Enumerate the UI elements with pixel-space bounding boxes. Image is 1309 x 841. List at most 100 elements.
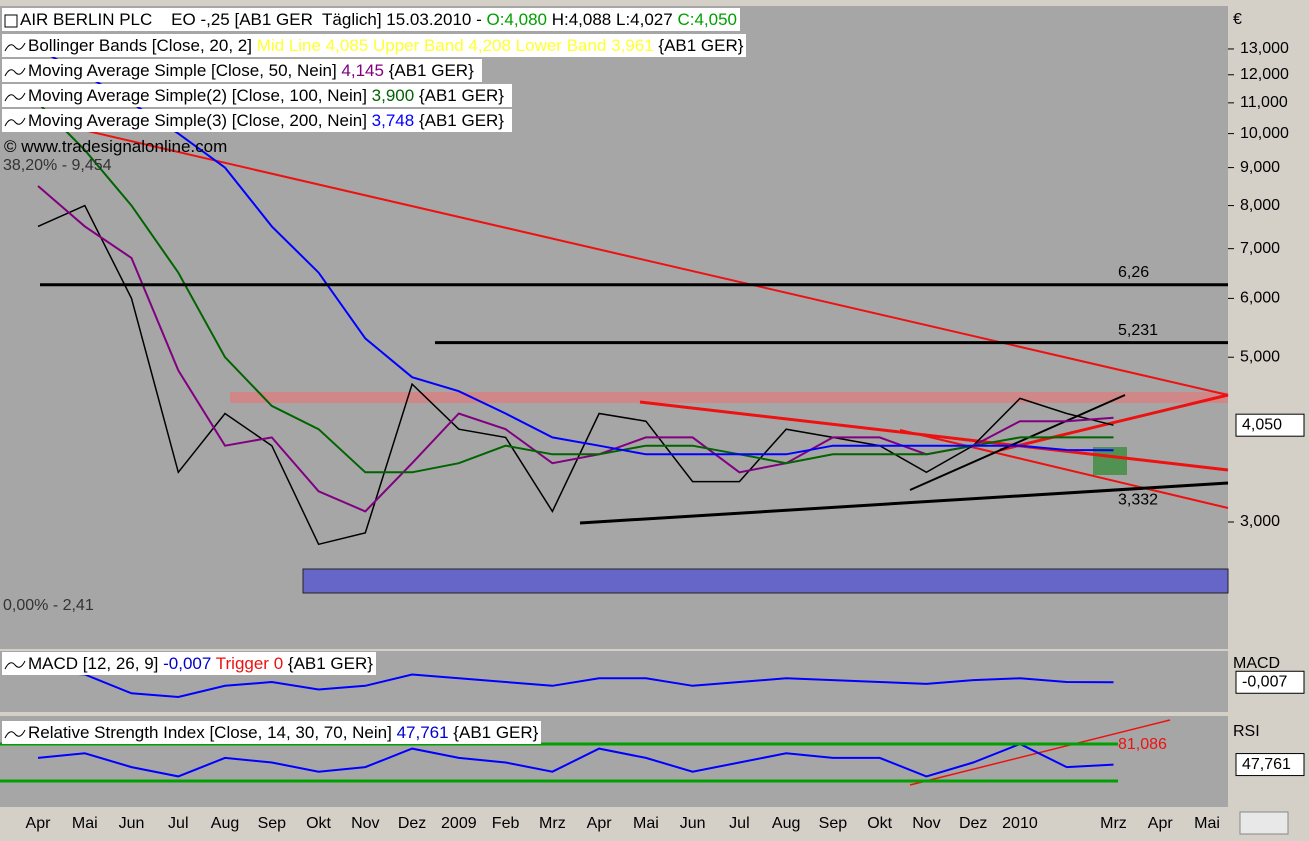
axis-title: MACD — [1233, 655, 1280, 672]
y-tick-label: 7,000 — [1240, 240, 1280, 257]
symbol: {AB1 GER} — [453, 723, 539, 742]
x-tick-label: Nov — [351, 815, 379, 832]
legend-value: 3,748 — [371, 111, 415, 130]
x-tick-label: Apr — [26, 815, 52, 832]
info: EO -,25 [AB1 GER Täglich] 15.03.2010 - — [171, 10, 482, 29]
target-box — [1093, 447, 1127, 475]
x-tick-label: Feb — [492, 815, 520, 832]
x-tick-label: Sep — [258, 815, 287, 832]
y-tick-label: 12,000 — [1240, 66, 1289, 83]
y-tick-label: 9,000 — [1240, 159, 1280, 176]
indicator-row: Bollinger Bands [Close, 20, 2] Mid Line … — [2, 34, 747, 57]
y-tick-label: 13,000 — [1240, 40, 1289, 57]
bollinger-label: Bollinger Bands [Close, 20, 2] — [28, 36, 252, 55]
x-tick-label: Dez — [959, 815, 987, 832]
x-tick-label: 2010 — [1002, 815, 1038, 832]
rsi-title: Relative Strength Index [Close, 14, 30, … — [28, 723, 392, 742]
symbol: {AB1 GER} — [418, 111, 504, 130]
last-value-label: 47,761 — [1242, 756, 1291, 773]
y-tick-label: 6,000 — [1240, 290, 1280, 307]
macd-trigger: Trigger 0 — [215, 654, 284, 673]
level-label: 6,26 — [1118, 264, 1149, 281]
x-tick-label: Mrz — [539, 815, 566, 832]
legend-entry: Moving Average Simple(3) [Close, 200, Ne… — [2, 109, 512, 132]
fib-label: 38,20% - 9,454 — [3, 157, 112, 174]
fib-label: 0,00% - 2,41 — [3, 597, 94, 614]
rsi-annotation: 81,086 — [1118, 736, 1167, 753]
x-tick-label: Mai — [1194, 815, 1220, 832]
macd-value: -0,007 — [163, 654, 212, 673]
y-tick-label: 5,000 — [1240, 348, 1280, 365]
x-tick-label: Okt — [867, 815, 892, 832]
x-tick-label: Okt — [306, 815, 331, 832]
x-tick-label: Apr — [587, 815, 613, 832]
support-line — [579, 481, 1229, 525]
open: O:4,080 — [486, 10, 547, 29]
rsi-row: Relative Strength Index [Close, 14, 30, … — [2, 721, 542, 744]
x-tick-label: Apr — [1148, 815, 1174, 832]
last-value-box — [1235, 753, 1305, 777]
resistance-zone — [230, 392, 1228, 403]
x-tick-label: Nov — [912, 815, 940, 832]
macd-row: MACD [12, 26, 9] -0,007 Trigger 0 {AB1 G… — [2, 652, 376, 675]
title-row: AIR BERLIN PLC EO -,25 [AB1 GER Täglich]… — [2, 8, 740, 31]
last-value-label: 4,050 — [1242, 416, 1282, 433]
channel-line — [909, 394, 1126, 491]
series-line — [37, 102, 1114, 474]
trend-line — [999, 393, 1229, 452]
level-label: 5,231 — [1118, 322, 1158, 339]
close: C:4,050 — [677, 10, 737, 29]
x-tick-label: Jul — [729, 815, 749, 832]
last-value-box — [1235, 670, 1305, 694]
x-tick-label: Mai — [633, 815, 659, 832]
x-tick-label: Mai — [72, 815, 98, 832]
x-tick-label: Sep — [819, 815, 848, 832]
instrument: AIR BERLIN PLC — [20, 10, 153, 29]
legend-value: 3,900 — [371, 86, 415, 105]
currency: € — [1233, 11, 1242, 28]
series-line — [37, 742, 1114, 778]
axis-title: RSI — [1233, 723, 1260, 740]
series-line — [37, 48, 1114, 456]
rsi-trend-line — [909, 719, 1171, 786]
macd-title: MACD [12, 26, 9] — [28, 654, 159, 673]
last-value-box — [1235, 413, 1305, 437]
x-tick-label: Aug — [772, 815, 800, 832]
symbol: {AB1 GER} — [418, 86, 504, 105]
x-tick-label: Jul — [168, 815, 188, 832]
legend-entry: Moving Average Simple(2) [Close, 100, Ne… — [2, 84, 512, 107]
y-tick-label: 11,000 — [1240, 94, 1288, 111]
legend-entry: Moving Average Simple [Close, 50, Nein] … — [2, 59, 482, 82]
trend-line — [639, 400, 1229, 472]
series-line — [37, 669, 1114, 699]
symbol: {AB1 GER} — [658, 36, 744, 55]
symbol: {AB1 GER} — [388, 61, 474, 80]
trend-line — [39, 119, 1229, 396]
symbol: {AB1 GER} — [287, 654, 373, 673]
legend-value: 4,145 — [341, 61, 384, 80]
x-tick-label: Jun — [680, 815, 706, 832]
x-tick-label: Dez — [398, 815, 426, 832]
bollinger-detail: Mid Line 4,085 Upper Band 4,208 Lower Ba… — [256, 36, 654, 55]
x-tick-label: Aug — [211, 815, 239, 832]
last-value-label: -0,007 — [1242, 673, 1287, 690]
support-zone — [302, 568, 1229, 594]
series-line — [37, 204, 1114, 546]
high-low: H:4,088 L:4,027 — [551, 10, 673, 29]
scroll-button[interactable] — [1239, 811, 1289, 835]
x-tick-label: 2009 — [441, 815, 477, 832]
rsi-value: 47,761 — [396, 723, 449, 742]
y-tick-label: 8,000 — [1240, 197, 1280, 214]
x-tick-label: Jun — [119, 815, 145, 832]
y-tick-label: 10,000 — [1240, 125, 1289, 142]
x-tick-label: Mrz — [1100, 815, 1127, 832]
legend-name: Moving Average Simple(2) [Close, 100, Ne… — [28, 86, 367, 105]
legend-name: Moving Average Simple [Close, 50, Nein] — [28, 61, 337, 80]
watermark: © www.tradesignalonline.com — [4, 137, 228, 156]
legend-name: Moving Average Simple(3) [Close, 200, Ne… — [28, 111, 367, 130]
y-tick-label: 3,000 — [1240, 513, 1280, 530]
level-label: 3,332 — [1118, 491, 1158, 508]
trend-line — [899, 429, 1229, 509]
